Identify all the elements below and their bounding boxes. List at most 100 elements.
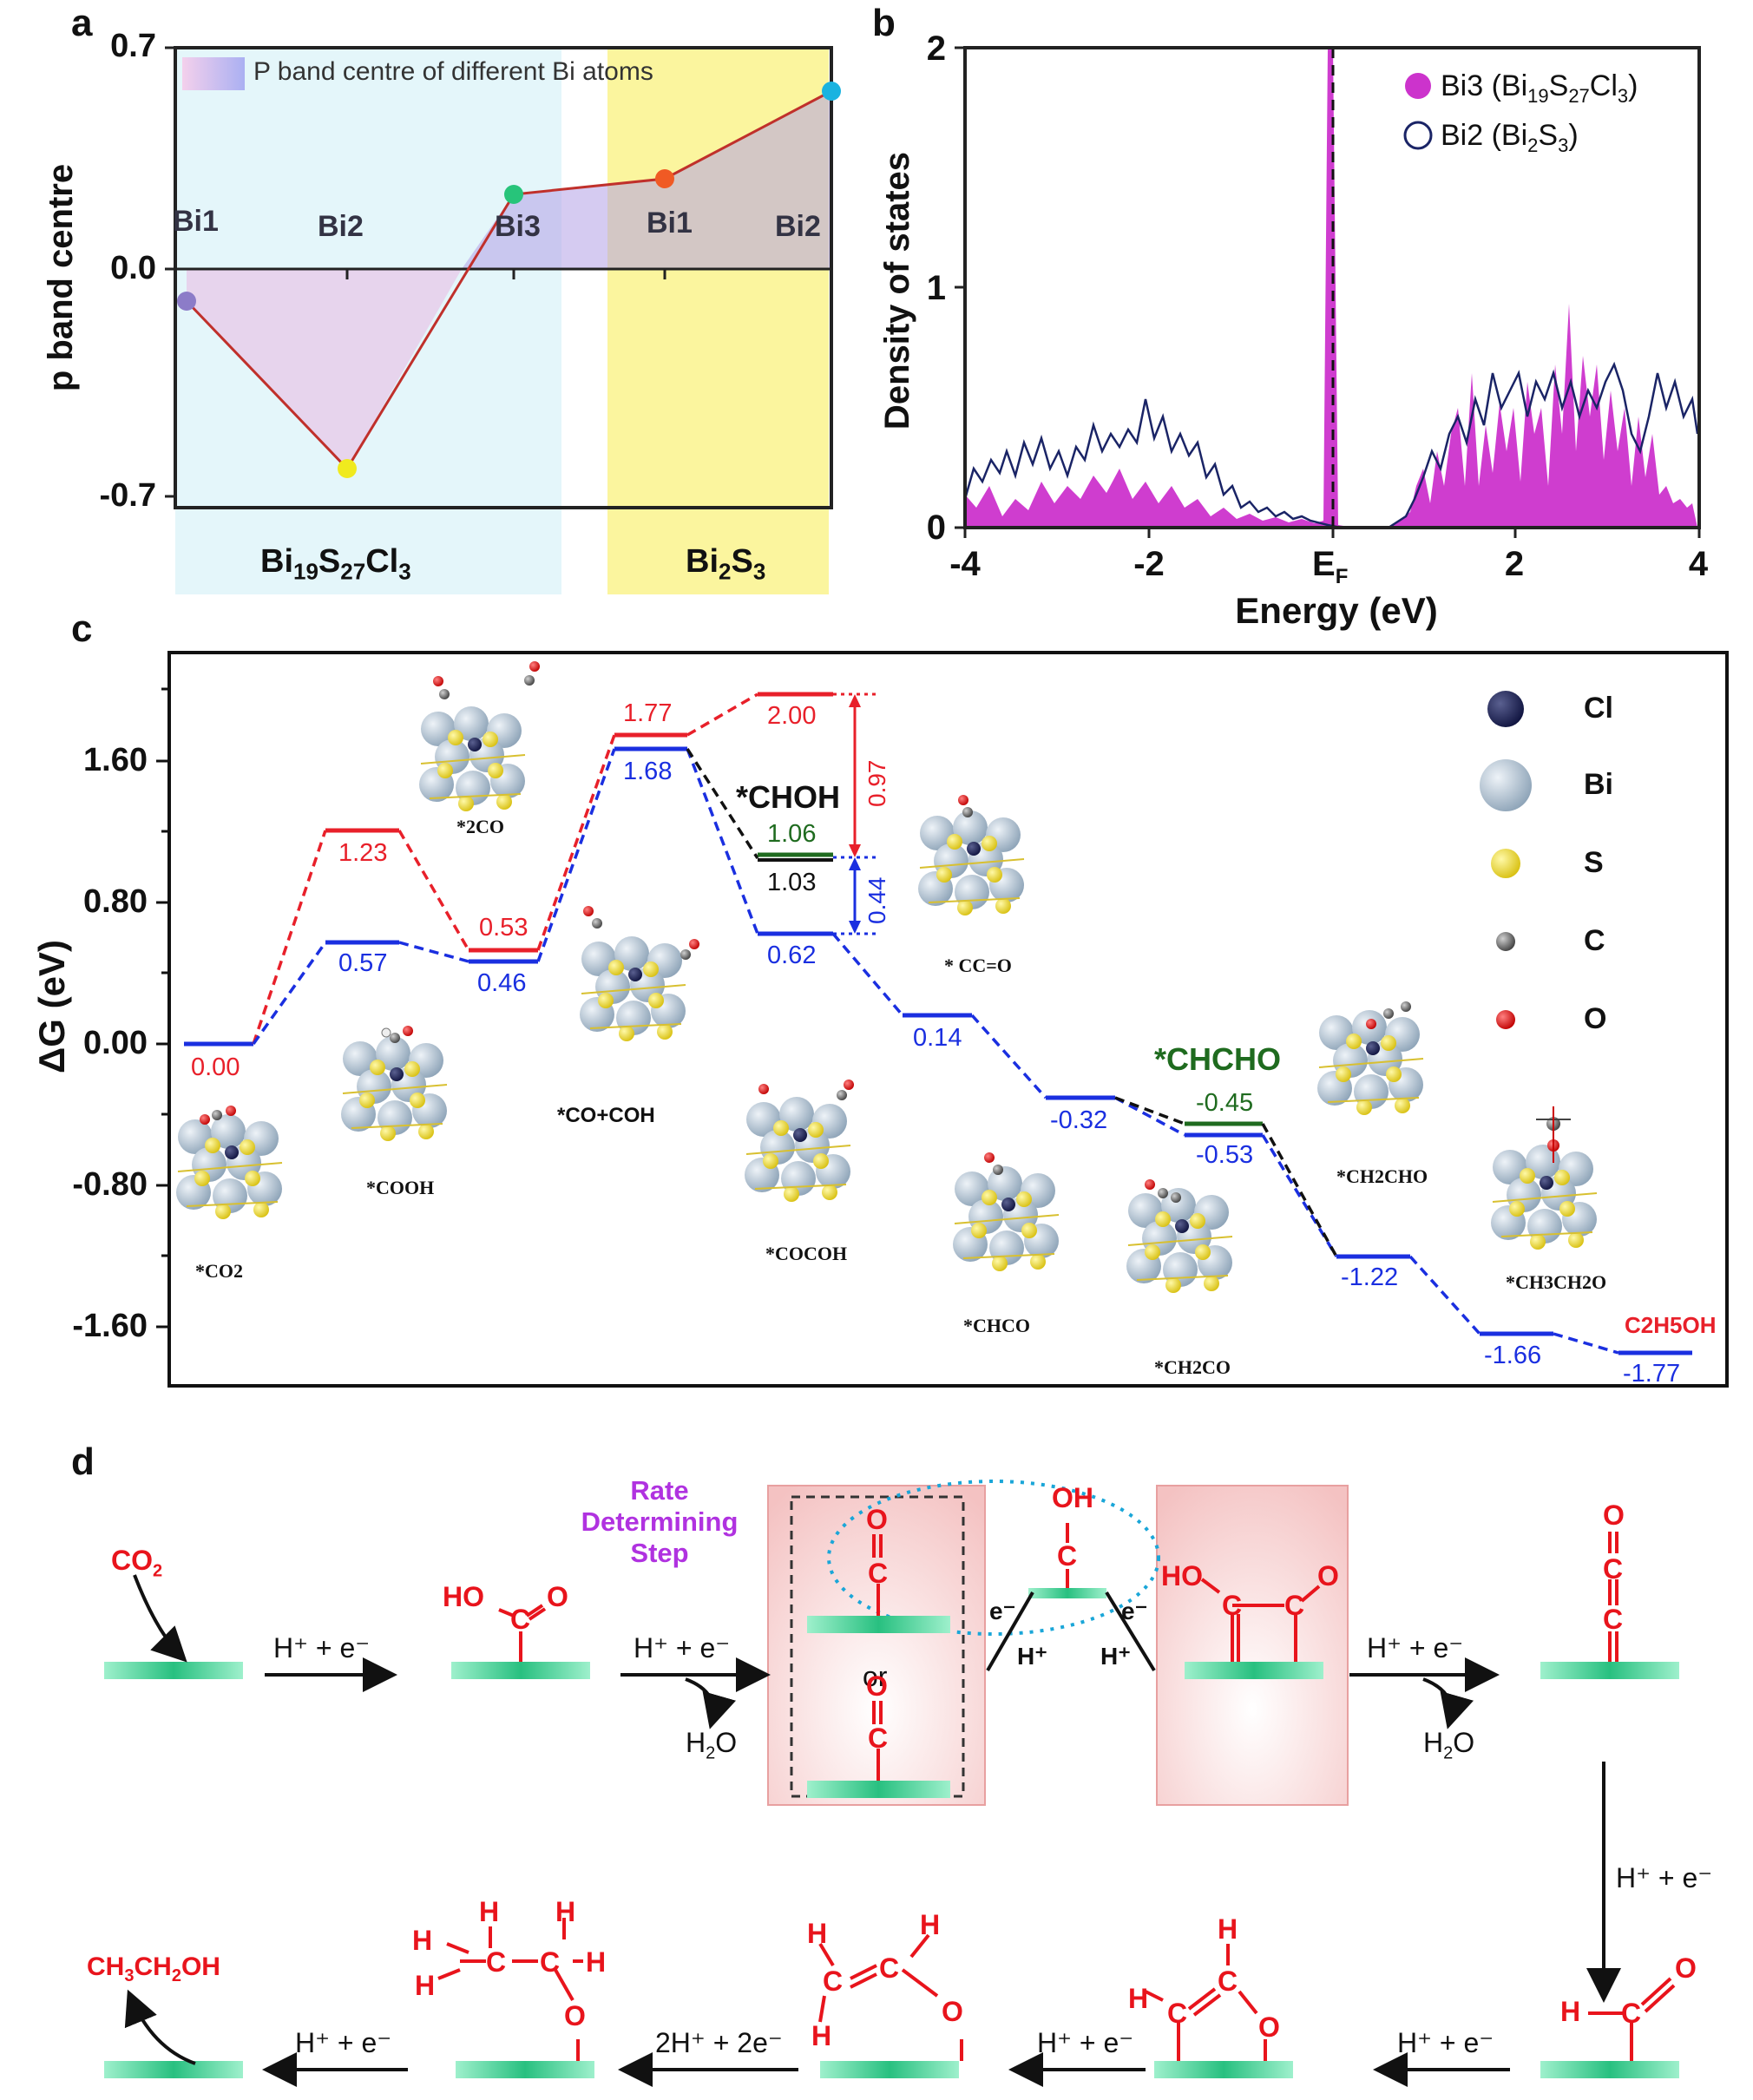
value-blue-8: -1.66 bbox=[1484, 1342, 1542, 1369]
ytick-a-0: 0.7 bbox=[110, 28, 156, 64]
point-bi2-bi19 bbox=[338, 459, 357, 478]
rds-label: Rate Determining Step bbox=[581, 1475, 739, 1568]
h-label-2: H⁺ bbox=[1100, 1643, 1131, 1670]
legend-bi3-label: Bi3 (Bi19S27Cl3) bbox=[1441, 69, 1638, 107]
ytick-c-3: -0.80 bbox=[72, 1166, 148, 1203]
atom-label-2: Bi3 bbox=[495, 210, 541, 243]
e-label-2: e⁻ bbox=[1121, 1598, 1148, 1624]
legend-bi2-label: Bi2 (Bi2S3) bbox=[1441, 119, 1579, 156]
legend-c-label: C bbox=[1584, 924, 1605, 957]
value-black-0: 1.03 bbox=[767, 869, 817, 896]
intermediate-label-2co: *2CO bbox=[456, 816, 504, 837]
point-bi2-bi2s3 bbox=[822, 82, 841, 101]
value-red-0: 0.00 bbox=[191, 1053, 240, 1081]
legend-c-atom bbox=[1496, 932, 1515, 951]
panel-a-letter: a bbox=[71, 2, 93, 44]
surface-10 bbox=[456, 2061, 594, 2078]
h2o-label-2: H2O bbox=[1423, 1727, 1475, 1763]
intermediate-label-ch3ch2o: *CH3CH2O bbox=[1506, 1271, 1607, 1293]
legend-cl-label: Cl bbox=[1584, 692, 1613, 725]
legend-o-label: O bbox=[1584, 1002, 1607, 1035]
value-blue-9: -1.77 bbox=[1623, 1360, 1681, 1388]
value-red-3: 1.77 bbox=[623, 699, 673, 727]
surface-8 bbox=[1154, 2061, 1293, 2078]
intermediate-label-co2: *CO2 bbox=[195, 1260, 243, 1282]
value-red-1: 1.23 bbox=[338, 839, 388, 867]
value-blue-1: 0.46 bbox=[477, 969, 527, 997]
adsorbate-cc-o bbox=[958, 795, 973, 817]
panel-c-letter: c bbox=[71, 607, 93, 650]
surface-7 bbox=[1540, 2061, 1679, 2078]
xtick-b-0: -4 bbox=[949, 545, 981, 583]
value-blue-0: 0.57 bbox=[338, 949, 388, 977]
group-label-bi19: Bi19S27Cl3 bbox=[260, 543, 411, 585]
h2o-arrow-1 bbox=[685, 1677, 737, 1729]
structure-co2 bbox=[175, 1113, 283, 1220]
intermediate-label-cocoh: *COCOH bbox=[765, 1243, 848, 1264]
panel-a-ylabel: p band centre bbox=[42, 163, 80, 392]
adsorbate-co2 bbox=[200, 1106, 236, 1125]
ytick-c-2: 0.00 bbox=[83, 1025, 148, 1061]
he-label-4: H⁺ + e⁻ bbox=[1367, 1632, 1464, 1664]
structure-ch3ch2o bbox=[1490, 1144, 1598, 1250]
atom-label-3: Bi1 bbox=[647, 207, 693, 240]
value-red-2: 0.53 bbox=[479, 914, 529, 942]
he-label-7: H⁺ + e⁻ bbox=[1037, 2027, 1134, 2058]
xtick-b-2: EF bbox=[1312, 545, 1349, 588]
intermediate-label-ch2co: *CH2CO bbox=[1154, 1356, 1231, 1378]
h2o-arrow-2 bbox=[1422, 1677, 1474, 1729]
legend-bi-label: Bi bbox=[1584, 768, 1613, 801]
ethanol-desorb-arrow bbox=[124, 1989, 196, 2065]
ytick-b-2: 2 bbox=[926, 30, 946, 68]
panel-c-axes bbox=[167, 651, 1729, 1388]
atom-label-4: Bi2 bbox=[775, 210, 821, 243]
intermediate-label-cc-o: * CC=O bbox=[944, 955, 1012, 976]
bi2-dos-line bbox=[963, 361, 1699, 529]
ytick-c-4: -1.60 bbox=[72, 1308, 148, 1344]
gap-arrow-red bbox=[849, 694, 861, 857]
value-blue-6: -0.53 bbox=[1196, 1141, 1254, 1169]
he-label-2: H⁺ + e⁻ bbox=[634, 1632, 731, 1664]
ytick-a-2: -0.7 bbox=[99, 477, 156, 514]
adsorbate-chco bbox=[984, 1152, 1003, 1175]
value-green-0: 1.06 bbox=[767, 820, 817, 848]
legend-bi2-marker bbox=[1403, 121, 1433, 150]
surface-4 bbox=[807, 1781, 950, 1798]
intermediate-label-ch2cho: *CH2CHO bbox=[1336, 1165, 1428, 1187]
panel-a-axes bbox=[174, 46, 833, 509]
point-bi1-bi19 bbox=[177, 292, 196, 311]
adsorbate-co-coh bbox=[583, 906, 699, 960]
legend-bi-atom bbox=[1480, 759, 1532, 811]
ytick-b-0: 0 bbox=[926, 509, 946, 547]
bi3-dos-area bbox=[965, 48, 1697, 528]
he-label-5: H⁺ + e⁻ bbox=[1616, 1862, 1713, 1893]
adsorbate-ch2co bbox=[1145, 1179, 1181, 1203]
surface-9 bbox=[820, 2061, 959, 2078]
panel-b-letter: b bbox=[872, 2, 896, 44]
ytick-b-1: 1 bbox=[926, 269, 946, 307]
product-label: C2H5OH bbox=[1625, 1312, 1717, 1338]
legend-bi3-marker bbox=[1405, 73, 1431, 99]
surface-11 bbox=[104, 2061, 243, 2078]
h2o-label-1: H2O bbox=[686, 1727, 738, 1763]
value-blue-7: -1.22 bbox=[1341, 1263, 1399, 1291]
value-red-4: 2.00 bbox=[767, 702, 817, 730]
he-label-9: H⁺ + e⁻ bbox=[295, 2027, 392, 2058]
group-label-bi2s3: Bi2S3 bbox=[686, 543, 766, 585]
ethanol-label: CH3CH2OH bbox=[87, 1952, 220, 1985]
adsorbate-ch2cho bbox=[1366, 1001, 1411, 1029]
surface-2 bbox=[451, 1662, 590, 1679]
ytick-c-0: 1.60 bbox=[83, 742, 148, 778]
structure-ch2co bbox=[1126, 1187, 1233, 1294]
surface-coh bbox=[1028, 1588, 1106, 1598]
surface-5 bbox=[1185, 1662, 1323, 1679]
he-label-8: 2H⁺ + 2e⁻ bbox=[655, 2027, 783, 2058]
value-blue-5: -0.32 bbox=[1050, 1106, 1108, 1134]
or-label: or bbox=[863, 1661, 888, 1692]
adsorbate-2co bbox=[433, 661, 540, 699]
atom-label-1: Bi2 bbox=[318, 210, 364, 243]
structure-2co bbox=[418, 705, 526, 812]
